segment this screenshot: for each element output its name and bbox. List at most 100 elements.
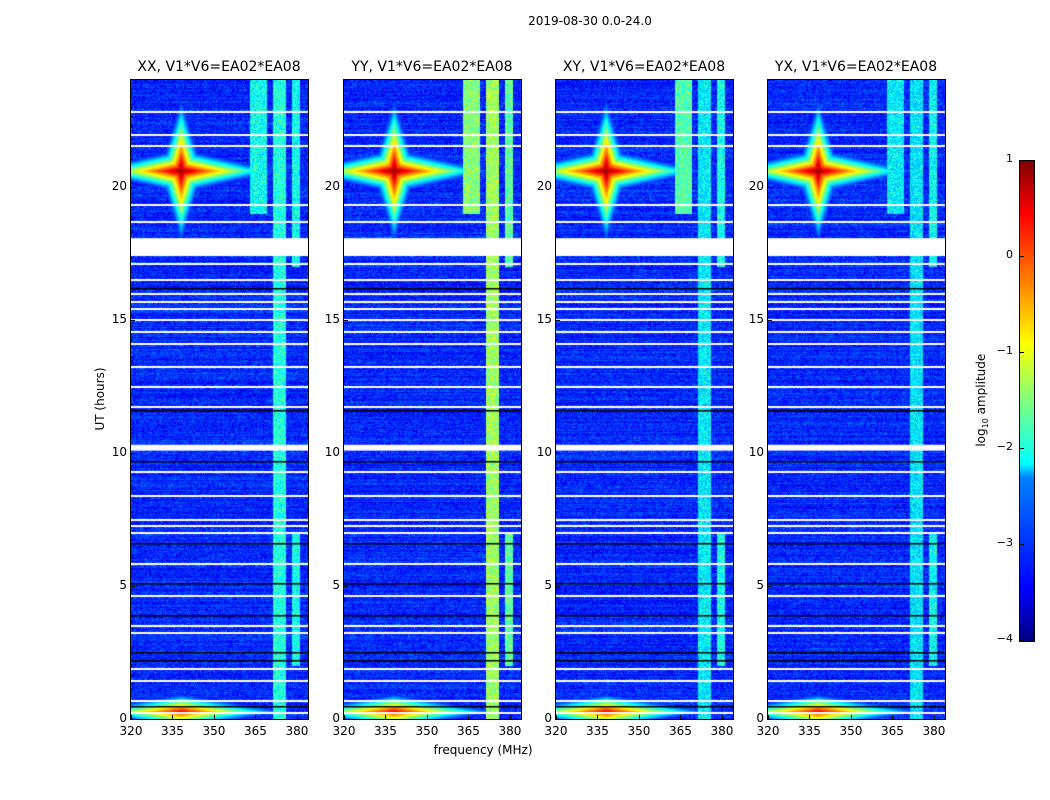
x-tick-label: 350 xyxy=(839,724,863,738)
y-tick-mark xyxy=(556,719,560,720)
x-tick-label: 365 xyxy=(457,724,480,738)
y-tick-mark xyxy=(768,319,772,321)
colorbar-tick-mark xyxy=(1020,544,1024,545)
y-tick-mark xyxy=(131,452,135,454)
colorbar-tick-mark xyxy=(1020,160,1024,161)
y-tick-label: 10 xyxy=(111,444,127,459)
x-tick-label: 365 xyxy=(244,724,267,738)
y-tick-mark xyxy=(556,585,560,587)
y-tick-mark xyxy=(556,186,560,188)
figure-title: 2019-08-30 0.0-24.0 xyxy=(528,14,652,28)
x-tick-label: 350 xyxy=(627,724,651,738)
y-tick-mark xyxy=(344,452,348,454)
x-tick-label: 350 xyxy=(415,724,439,738)
x-tick-mark xyxy=(296,715,298,719)
colorbar-tick-mark xyxy=(1020,352,1024,353)
spectrogram-panel xyxy=(555,79,734,720)
x-tick-mark xyxy=(809,715,811,719)
x-tick-label: 365 xyxy=(669,724,692,738)
panel-title: XX, V1*V6=EA02*EA08 xyxy=(137,59,301,75)
x-tick-mark xyxy=(768,715,769,719)
x-tick-mark xyxy=(509,715,511,719)
x-tick-label: 380 xyxy=(922,724,946,738)
x-tick-label: 380 xyxy=(498,724,522,738)
x-tick-mark xyxy=(892,715,894,719)
colorbar-tick-label: −3 xyxy=(996,536,1013,549)
x-axis-label: frequency (MHz) xyxy=(433,743,533,757)
colorbar xyxy=(1019,160,1035,642)
spectrogram-panel xyxy=(343,79,522,720)
x-tick-label: 320 xyxy=(544,724,568,738)
spectrogram-image xyxy=(131,80,308,719)
x-tick-mark xyxy=(556,715,557,719)
y-tick-mark xyxy=(556,319,560,321)
x-tick-mark xyxy=(255,715,257,719)
panel-title: XY, V1*V6=EA02*EA08 xyxy=(562,59,726,75)
panel-title: YY, V1*V6=EA02*EA08 xyxy=(351,59,513,75)
spectrogram-panel xyxy=(767,79,946,720)
colorbar-tick-label: −1 xyxy=(996,344,1013,357)
y-tick-mark xyxy=(768,585,772,587)
x-tick-mark xyxy=(426,715,428,719)
y-tick-label: 0 xyxy=(756,711,764,725)
colorbar-tick-label: −4 xyxy=(996,632,1013,645)
y-tick-label: 5 xyxy=(332,577,340,592)
x-tick-mark xyxy=(850,715,852,719)
y-tick-label: 20 xyxy=(748,178,764,193)
x-tick-mark xyxy=(721,715,723,719)
colorbar-tick-label: −2 xyxy=(996,440,1013,453)
x-tick-label: 320 xyxy=(332,724,356,738)
x-tick-label: 335 xyxy=(374,724,397,738)
y-tick-label: 10 xyxy=(748,444,764,459)
y-tick-label: 15 xyxy=(536,311,552,326)
colorbar-tick-label: 0 xyxy=(1006,248,1013,261)
y-tick-label: 20 xyxy=(111,178,127,193)
y-tick-mark xyxy=(131,186,135,188)
y-tick-label: 15 xyxy=(324,311,340,326)
y-axis-label: UT (hours) xyxy=(93,367,107,431)
panel-title: YX, V1*V6=EA02*EA08 xyxy=(774,59,938,75)
x-tick-mark xyxy=(468,715,470,719)
x-tick-label: 320 xyxy=(119,724,143,738)
spectrogram-panel xyxy=(130,79,309,720)
y-tick-label: 10 xyxy=(536,444,552,459)
y-tick-mark xyxy=(768,452,772,454)
x-tick-mark xyxy=(385,715,387,719)
y-tick-mark xyxy=(768,719,772,720)
x-tick-label: 350 xyxy=(202,724,226,738)
y-tick-mark xyxy=(131,319,135,321)
x-tick-mark xyxy=(680,715,682,719)
y-tick-mark xyxy=(556,452,560,454)
y-tick-label: 10 xyxy=(324,444,340,459)
x-tick-mark xyxy=(933,715,935,719)
x-tick-mark xyxy=(597,715,599,719)
y-tick-mark xyxy=(131,719,135,720)
colorbar-tick-label: 1 xyxy=(1006,152,1013,165)
y-tick-label: 0 xyxy=(544,711,552,725)
y-tick-label: 15 xyxy=(748,311,764,326)
colorbar-tick-mark xyxy=(1020,256,1024,257)
y-tick-mark xyxy=(344,186,348,188)
x-tick-mark xyxy=(344,715,345,719)
y-tick-label: 5 xyxy=(544,577,552,592)
colorbar-tick-mark xyxy=(1020,448,1024,449)
y-tick-label: 5 xyxy=(119,577,127,592)
y-tick-mark xyxy=(344,719,348,720)
x-tick-mark xyxy=(131,715,132,719)
x-tick-label: 320 xyxy=(756,724,780,738)
x-tick-mark xyxy=(172,715,174,719)
y-tick-label: 0 xyxy=(119,711,127,725)
y-tick-mark xyxy=(768,186,772,188)
x-tick-label: 335 xyxy=(161,724,184,738)
y-tick-mark xyxy=(344,585,348,587)
y-tick-label: 15 xyxy=(111,311,127,326)
y-tick-mark xyxy=(131,585,135,587)
colorbar-tick-mark xyxy=(1020,640,1024,641)
x-tick-label: 380 xyxy=(285,724,309,738)
x-tick-label: 335 xyxy=(586,724,609,738)
spectrogram-image xyxy=(344,80,521,719)
x-tick-mark xyxy=(213,715,215,719)
spectrogram-image xyxy=(556,80,733,719)
y-tick-mark xyxy=(344,319,348,321)
spectrogram-image xyxy=(768,80,945,719)
